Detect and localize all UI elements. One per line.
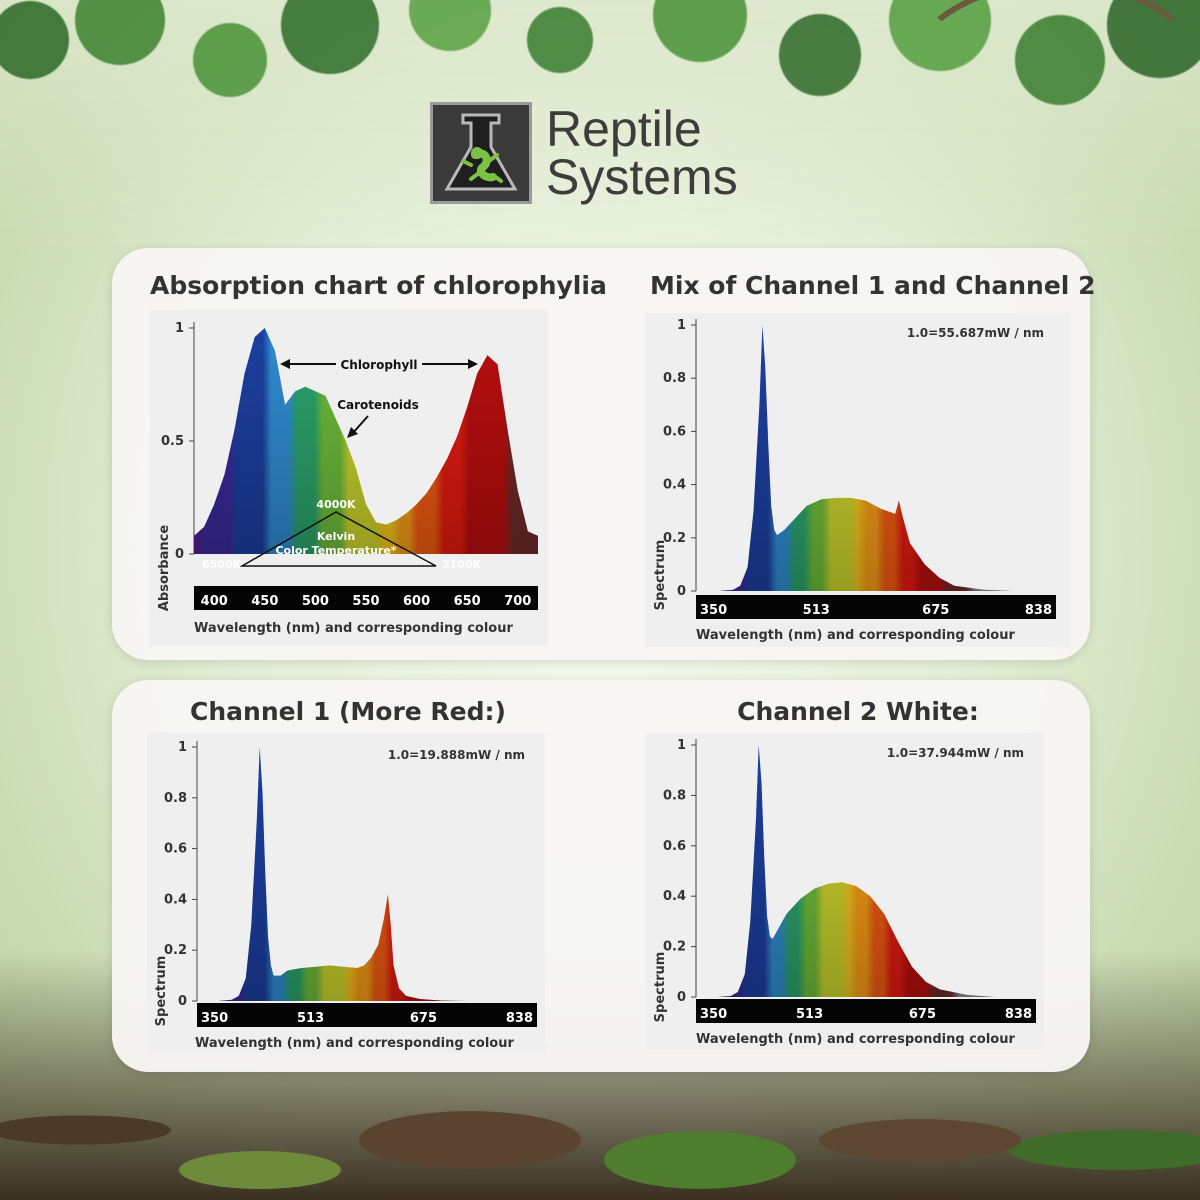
annotation-carotenoids: Carotenoids	[337, 398, 419, 412]
y-tick-label: 0.4	[663, 889, 686, 904]
scale-note: 1.0=37.944mW / nm	[887, 746, 1024, 760]
wavelength-bar	[696, 595, 1056, 619]
chart-title-channel1: Channel 1 (More Red:)	[190, 697, 506, 726]
y-tick-label: 0.4	[164, 892, 187, 907]
scale-note: 1.0=19.888mW / nm	[388, 748, 525, 762]
y-tick-label: 0.8	[663, 788, 686, 803]
x-tick-label: 550	[352, 594, 379, 609]
scale-note: 1.0=55.687mW / nm	[907, 326, 1044, 340]
annotation-4000k: 4000K	[316, 498, 356, 511]
x-tick-label: 350	[201, 1011, 228, 1026]
y-tick-label: 0.6	[663, 839, 686, 854]
y-tick-label: 0.5	[161, 434, 184, 449]
chart-channel1: 0 0.2 0.4 0.6 0.8 1 350 513 675 838 Wavelength (nm…	[147, 733, 545, 1053]
x-tick-label: 675	[410, 1011, 437, 1026]
y-tick-label: 0	[677, 990, 686, 1005]
x-tick-label: 350	[700, 603, 727, 618]
brand-name-line1: Reptile	[546, 101, 702, 157]
y-tick-label: 0	[178, 994, 187, 1009]
y-tick-label: 1	[175, 321, 184, 336]
x-tick-label: 675	[922, 603, 949, 618]
x-tick-label: 675	[909, 1007, 936, 1022]
channel1-chart-svg: 0 0.2 0.4 0.6 0.8 1 350 513 675 838 Wavelength (nm…	[154, 740, 537, 1051]
y-axis-label: Absorbance	[157, 525, 172, 611]
y-tick-label: 0.2	[663, 531, 686, 546]
x-axis-label: Wavelength (nm) and corresponding colour	[195, 1036, 514, 1051]
chart-absorption: 0 0.5 1 400 450 500 550 600 650 700 Wavelength (nm…	[150, 310, 548, 646]
x-tick-label: 600	[403, 594, 430, 609]
annotation-color-temperature: Color Temperature*	[275, 544, 396, 557]
y-tick-label: 0.6	[663, 424, 686, 439]
y-tick-label: 1	[178, 740, 187, 755]
wavelength-bar	[696, 999, 1036, 1023]
y-tick-label: 0.6	[164, 842, 187, 857]
x-tick-label: 450	[251, 594, 278, 609]
wavelength-bar	[197, 1003, 537, 1027]
y-axis-label: Spectrum	[653, 540, 668, 611]
y-tick-label: 0.2	[663, 940, 686, 955]
spectrum-shading	[716, 745, 996, 997]
annotation-kelvin: Kelvin	[317, 530, 355, 543]
brand-name: Reptile Systems	[546, 101, 738, 205]
x-axis-label: Wavelength (nm) and corresponding colour	[194, 621, 513, 636]
chart-channel2: 0 0.2 0.4 0.6 0.8 1 350 513 675 838 Wavelength (nm…	[646, 733, 1044, 1049]
y-axis-label: Spectrum	[154, 956, 169, 1027]
x-tick-label: 650	[454, 594, 481, 609]
chart-mix: 0 0.2 0.4 0.6 0.8 1 350 513 675 838 Wavelength (nm…	[646, 313, 1070, 647]
x-tick-label: 513	[297, 1011, 324, 1026]
x-tick-label: 350	[700, 1007, 727, 1022]
x-tick-label: 400	[201, 594, 228, 609]
x-tick-label: 500	[302, 594, 329, 609]
x-tick-label: 700	[504, 594, 531, 609]
y-tick-label: 0.4	[663, 478, 686, 493]
x-tick-label: 838	[1005, 1007, 1032, 1022]
chart-title-absorption: Absorption chart of chlorophylia	[150, 271, 607, 300]
x-tick-label: 838	[506, 1011, 533, 1026]
y-axis-label: Spectrum	[653, 952, 668, 1023]
brand-name-line2: Systems	[546, 149, 738, 205]
spectrum-shading	[217, 747, 469, 1001]
channel2-chart-svg: 0 0.2 0.4 0.6 0.8 1 350 513 675 838 Wavelength (nm…	[653, 738, 1036, 1047]
x-tick-label: 838	[1025, 603, 1052, 618]
spectrum-shading	[718, 325, 1014, 591]
y-tick-label: 0.8	[663, 371, 686, 386]
spectrum-shading	[194, 328, 538, 554]
y-tick-label: 0.2	[164, 943, 187, 958]
chart-title-mix: Mix of Channel 1 and Channel 2	[650, 271, 1096, 300]
annotation-6500k: 6500K	[202, 558, 242, 571]
annotation-chlorophyll: Chlorophyll	[340, 358, 417, 372]
wavelength-bar	[194, 586, 538, 610]
x-axis-label: Wavelength (nm) and corresponding colour	[696, 628, 1015, 643]
mix-chart-svg: 0 0.2 0.4 0.6 0.8 1 350 513 675 838 Wavelength (nm…	[653, 318, 1056, 643]
annotation-2100k: 2100K	[442, 558, 482, 571]
brand-logo: Reptile Systems	[430, 102, 738, 204]
x-tick-label: 513	[796, 1007, 823, 1022]
x-tick-label: 513	[803, 603, 830, 618]
chart-title-channel2: Channel 2 White:	[737, 697, 979, 726]
y-tick-label: 1	[677, 738, 686, 753]
absorption-chart-svg: 0 0.5 1 400 450 500 550 600 650 700 Wavelength (nm…	[157, 321, 538, 636]
y-tick-label: 1	[677, 318, 686, 333]
gecko-flask-icon	[430, 102, 532, 204]
y-tick-label: 0	[175, 547, 184, 562]
x-axis-label: Wavelength (nm) and corresponding colour	[696, 1032, 1015, 1047]
y-tick-label: 0	[677, 584, 686, 599]
y-tick-label: 0.8	[164, 791, 187, 806]
